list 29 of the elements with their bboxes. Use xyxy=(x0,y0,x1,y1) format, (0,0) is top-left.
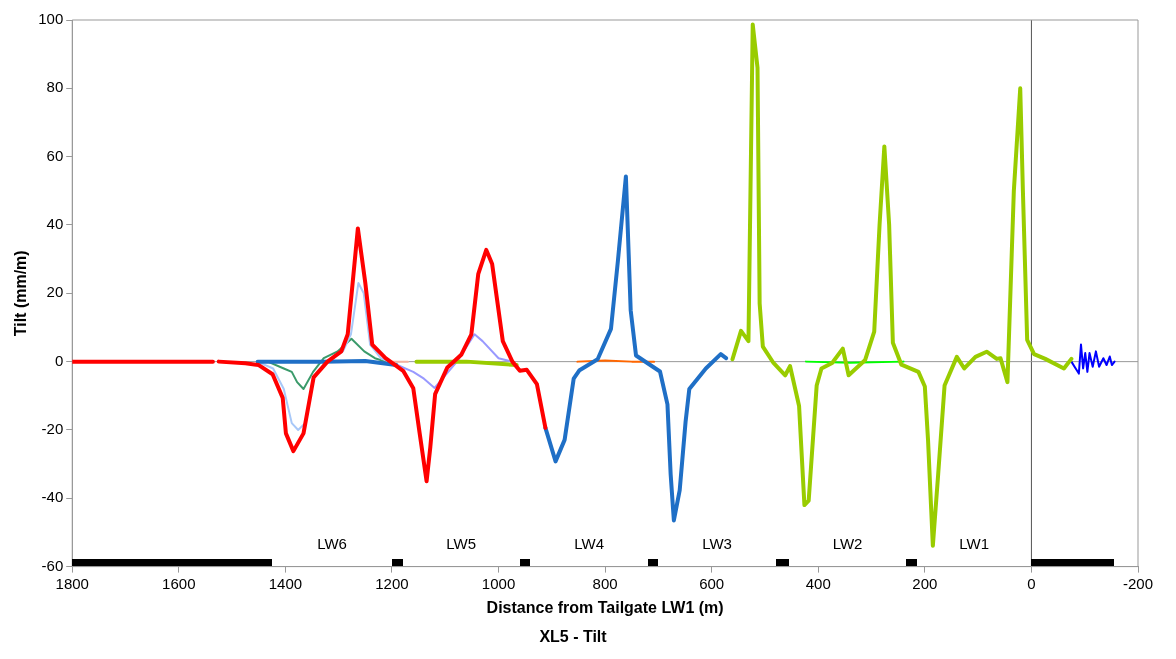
y-tick-label: 20 xyxy=(46,283,64,301)
y-tick-label: -20 xyxy=(41,420,64,438)
y-tick-label: -60 xyxy=(41,556,64,574)
annotation: LW3 xyxy=(702,534,732,552)
x-tick-label: 1000 xyxy=(481,574,516,592)
x-tick-label: 200 xyxy=(912,574,938,592)
y-tick-label: 100 xyxy=(38,10,64,28)
y-tick-label: -40 xyxy=(41,488,64,506)
x-tick-label: 1800 xyxy=(55,574,89,592)
y-tick-label: 0 xyxy=(54,351,64,369)
annotation: LW2 xyxy=(832,534,863,552)
y-tick-label: 60 xyxy=(46,146,64,164)
x-tick-label: 1200 xyxy=(375,574,409,592)
x-tick-label: 1600 xyxy=(162,574,196,592)
x-tick-label: 1400 xyxy=(268,574,303,592)
x-tick-label: 600 xyxy=(699,574,725,592)
y-tick-label: 80 xyxy=(46,78,64,96)
y-tick-label: 40 xyxy=(46,215,64,233)
annotation: LW4 xyxy=(574,534,604,552)
x-tick-label: 800 xyxy=(592,574,618,592)
x-tick-label: 400 xyxy=(805,574,831,592)
text: XL5 - Tilt xyxy=(539,627,608,645)
annotation: LW5 xyxy=(446,534,477,552)
x-tick-label: -200 xyxy=(1122,574,1154,592)
annotation: LW1 xyxy=(959,534,989,552)
x-tick-label: 0 xyxy=(1027,574,1036,592)
x-axis-title: Distance from Tailgate LW1 (m) xyxy=(486,598,724,616)
annotation: LW6 xyxy=(317,534,347,552)
y-axis-title: Tilt (mm/m) xyxy=(12,250,30,337)
